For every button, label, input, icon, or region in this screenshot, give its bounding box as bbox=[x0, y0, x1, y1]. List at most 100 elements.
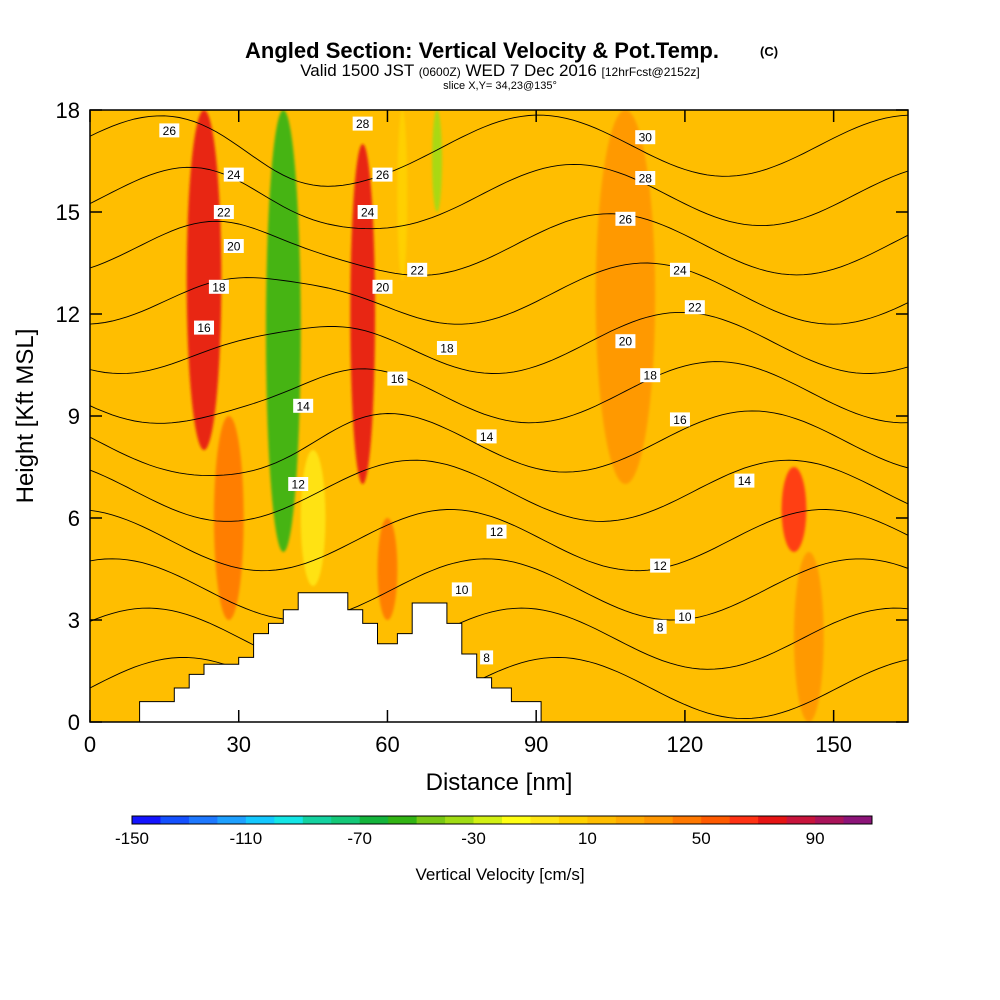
svg-text:26: 26 bbox=[376, 168, 390, 182]
velocity-feature bbox=[300, 450, 326, 586]
colorbar: -150 -110 -70 -30 10 50 90 bbox=[115, 815, 873, 848]
contour-label: 8 bbox=[653, 619, 667, 634]
y-axis-label: Height [Kft MSL] bbox=[12, 329, 39, 504]
velocity-feature bbox=[186, 110, 222, 450]
contour-label: 22 bbox=[684, 300, 705, 315]
theta-contour bbox=[90, 509, 908, 572]
y-tick-label: 12 bbox=[56, 302, 80, 327]
colorbar-swatch bbox=[473, 816, 503, 824]
colorbar-swatch bbox=[786, 816, 816, 824]
contour-label: 26 bbox=[159, 123, 180, 138]
colorbar-swatch bbox=[530, 816, 560, 824]
chart-title: Angled Section: Vertical Velocity & Pot.… bbox=[245, 38, 719, 63]
colorbar-swatch bbox=[416, 816, 446, 824]
colorbar-swatch bbox=[729, 816, 759, 824]
colorbar-swatch bbox=[587, 816, 617, 824]
contour-label: 16 bbox=[194, 320, 215, 335]
velocity-feature bbox=[781, 467, 807, 552]
colorbar-tick-label: -30 bbox=[461, 829, 486, 848]
y-tick-label: 15 bbox=[56, 200, 80, 225]
svg-text:26: 26 bbox=[619, 212, 633, 226]
contour-label: 8 bbox=[480, 650, 494, 665]
x-tick-label: 90 bbox=[524, 732, 548, 757]
colorbar-swatch bbox=[843, 816, 873, 824]
theta-contour bbox=[90, 361, 908, 424]
x-tick-label: 120 bbox=[667, 732, 704, 757]
y-tick-label: 3 bbox=[68, 608, 80, 633]
colorbar-tick-label: 90 bbox=[806, 829, 825, 848]
contour-label: 18 bbox=[208, 279, 229, 294]
y-tick-label: 0 bbox=[68, 710, 80, 735]
svg-text:22: 22 bbox=[688, 301, 702, 315]
svg-text:20: 20 bbox=[227, 240, 241, 254]
colorbar-swatch bbox=[701, 816, 731, 824]
colorbar-swatch bbox=[672, 816, 702, 824]
plot-area: 26 24 22 20 18 16 28 26 24 22 20 18 16 14 14 12 12 10 8 30 2… bbox=[90, 110, 908, 722]
svg-text:22: 22 bbox=[217, 206, 231, 220]
contour-label: 18 bbox=[640, 368, 661, 383]
colorbar-swatch bbox=[359, 816, 389, 824]
colorbar-swatch bbox=[644, 816, 674, 824]
contour-label: 26 bbox=[372, 167, 393, 182]
velocity-feature bbox=[595, 110, 656, 484]
svg-text:28: 28 bbox=[639, 172, 653, 186]
contour-label: 12 bbox=[486, 524, 507, 539]
contour-label: 12 bbox=[650, 558, 671, 573]
theta-contour bbox=[90, 558, 908, 621]
svg-text:20: 20 bbox=[619, 335, 633, 349]
svg-text:12: 12 bbox=[653, 559, 667, 573]
colorbar-swatch bbox=[558, 816, 588, 824]
valid-prefix: Valid 1500 JST bbox=[300, 61, 414, 80]
velocity-feature bbox=[793, 552, 824, 722]
y-tick-label: 18 bbox=[56, 98, 80, 123]
svg-text:8: 8 bbox=[483, 651, 490, 665]
x-tick-label: 150 bbox=[815, 732, 852, 757]
contour-label: 10 bbox=[674, 609, 695, 624]
contour-label: 20 bbox=[372, 279, 393, 294]
y-tick-label: 9 bbox=[68, 404, 80, 429]
colorbar-tick-label: -110 bbox=[229, 829, 262, 848]
svg-text:30: 30 bbox=[639, 131, 653, 145]
theta-contour bbox=[90, 262, 908, 325]
svg-text:14: 14 bbox=[738, 474, 752, 488]
contour-label: 18 bbox=[436, 341, 457, 356]
colorbar-tick-label: -150 bbox=[115, 829, 149, 848]
svg-text:24: 24 bbox=[673, 263, 687, 277]
theta-contour bbox=[90, 410, 908, 477]
svg-text:16: 16 bbox=[197, 321, 211, 335]
colorbar-swatch bbox=[245, 816, 275, 824]
svg-text:20: 20 bbox=[376, 280, 390, 294]
colorbar-swatch bbox=[758, 816, 788, 824]
svg-text:24: 24 bbox=[227, 168, 241, 182]
contour-label: 10 bbox=[451, 582, 472, 597]
contour-label: 22 bbox=[407, 262, 428, 277]
svg-text:28: 28 bbox=[356, 117, 370, 131]
valid-zulu: (0600Z) bbox=[419, 65, 461, 79]
colorbar-swatch bbox=[188, 816, 218, 824]
contour-label: 24 bbox=[669, 262, 690, 277]
svg-text:8: 8 bbox=[657, 620, 664, 634]
contour-label: 28 bbox=[352, 116, 373, 131]
chart-slice-info: slice X,Y= 34,23@135° bbox=[443, 80, 557, 92]
colorbar-tick-label: -70 bbox=[347, 829, 372, 848]
svg-text:16: 16 bbox=[391, 372, 405, 386]
contour-label: 14 bbox=[293, 398, 314, 413]
svg-text:12: 12 bbox=[490, 525, 504, 539]
terrain bbox=[90, 592, 908, 722]
theta-contour bbox=[90, 607, 908, 670]
contour-label: 14 bbox=[476, 429, 497, 444]
valid-date: WED 7 Dec 2016 bbox=[465, 61, 596, 80]
velocity-feature bbox=[377, 518, 398, 620]
colorbar-swatch bbox=[132, 816, 161, 824]
velocity-feature bbox=[213, 416, 244, 620]
colorbar-swatch bbox=[445, 816, 475, 824]
svg-text:14: 14 bbox=[296, 399, 310, 413]
contour-label: 30 bbox=[635, 130, 656, 145]
svg-text:18: 18 bbox=[212, 280, 226, 294]
svg-text:14: 14 bbox=[480, 430, 494, 444]
colorbar-swatch bbox=[160, 816, 190, 824]
colorbar-swatch bbox=[388, 816, 418, 824]
contour-label: 12 bbox=[288, 477, 309, 492]
x-axis-label: Distance [nm] bbox=[426, 769, 573, 796]
